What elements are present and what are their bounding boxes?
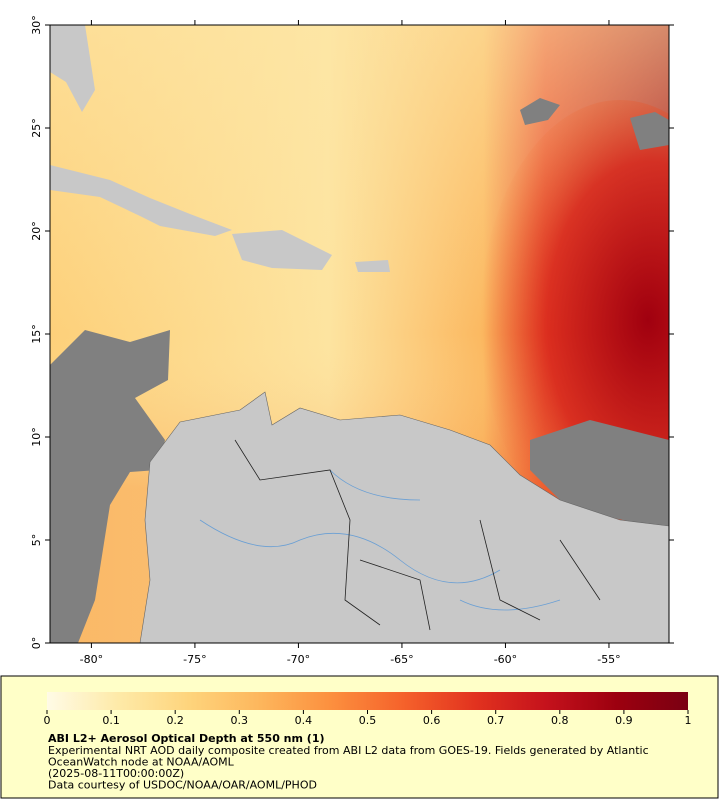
caption-line: Experimental NRT AOD daily composite cre… xyxy=(48,744,649,757)
map-field xyxy=(50,25,669,643)
land xyxy=(50,25,390,272)
x-tick-label: -70° xyxy=(287,653,310,666)
land xyxy=(139,391,669,643)
y-tick-label: 30° xyxy=(30,15,43,35)
colorbar-tick-label: 1 xyxy=(685,714,692,727)
colorbar-tick-label: 0.2 xyxy=(166,714,184,727)
caption-line: (2025-08-11T00:00:00Z) xyxy=(48,767,184,780)
colorbar-tick-label: 0.4 xyxy=(295,714,313,727)
x-tick-label: -80° xyxy=(80,653,103,666)
y-tick-label: 10° xyxy=(30,427,43,447)
colorbar-tick-label: 0.8 xyxy=(551,714,569,727)
colorbar xyxy=(47,692,688,710)
x-tick-label: -55° xyxy=(597,653,620,666)
rivers xyxy=(199,469,561,611)
dark-land xyxy=(50,330,170,643)
dark-land xyxy=(520,98,669,530)
colorbar-tick-label: 0.3 xyxy=(231,714,249,727)
x-tick-label: -60° xyxy=(494,653,517,666)
colorbar-tick-label: 0.7 xyxy=(487,714,505,727)
x-tick-label: -65° xyxy=(390,653,413,666)
x-tick-label: -75° xyxy=(183,653,206,666)
colorbar-tick-label: 0 xyxy=(44,714,51,727)
caption-line: OceanWatch node at NOAA/AOML xyxy=(48,756,235,769)
y-tick-label: 25° xyxy=(30,118,43,138)
caption-line: Data courtesy of USDOC/NOAA/OAR/AOML/PHO… xyxy=(48,779,317,792)
y-tick-label: 0° xyxy=(30,637,43,650)
y-tick-label: 5° xyxy=(30,534,43,547)
caption-title: ABI L2+ Aerosol Optical Depth at 550 nm … xyxy=(48,732,325,745)
borders xyxy=(234,439,601,631)
colorbar-tick-label: 0.1 xyxy=(102,714,120,727)
y-tick-label: 20° xyxy=(30,221,43,241)
colorbar-tick-label: 0.6 xyxy=(423,714,441,727)
y-tick-label: 15° xyxy=(30,324,43,344)
colorbar-tick-label: 0.9 xyxy=(615,714,633,727)
colorbar-tick-label: 0.5 xyxy=(359,714,377,727)
